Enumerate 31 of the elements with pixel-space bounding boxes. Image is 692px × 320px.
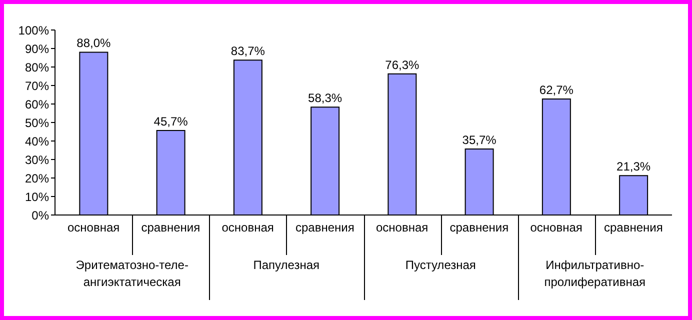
y-tick-label: 30% bbox=[24, 152, 50, 167]
x-tick-label: сравнения bbox=[296, 220, 354, 235]
x-tick-label: сравнения bbox=[141, 220, 200, 235]
x-tick-label: основная bbox=[376, 220, 428, 235]
y-tick-label: 40% bbox=[24, 134, 50, 148]
text: Пустулезная bbox=[404, 257, 477, 274]
y-tick-label: 20% bbox=[24, 171, 50, 186]
y-tick-label: 50% bbox=[24, 116, 50, 130]
data-label: 58,3% bbox=[308, 91, 342, 106]
text: Инфильтративно-пролиферативная bbox=[543, 257, 647, 291]
x-tick-label: основная bbox=[222, 220, 274, 235]
data-label: 21,3% bbox=[616, 160, 651, 174]
y-tick-label: 60% bbox=[24, 97, 50, 112]
data-label: 45,7% bbox=[154, 114, 188, 128]
x-tick-label: основная bbox=[67, 220, 120, 235]
y-tick-label: 70% bbox=[24, 78, 50, 93]
x-tick-label: основная bbox=[530, 220, 582, 235]
data-label: 83,7% bbox=[230, 44, 266, 58]
y-tick-label: 80% bbox=[24, 60, 50, 74]
text: Эритематозно-теле-ангиэктатическая bbox=[74, 257, 190, 291]
text: Папулезная bbox=[252, 257, 320, 274]
y-tick-label: 10% bbox=[24, 190, 50, 204]
x-tick-label: сравнения bbox=[450, 220, 509, 235]
y-tick-label: 100% bbox=[18, 23, 50, 38]
data-label: 35,7% bbox=[462, 132, 497, 147]
data-label: 88,0% bbox=[76, 36, 112, 50]
x-tick-label: сравнения bbox=[604, 220, 663, 235]
y-tick-label: 0% bbox=[32, 208, 50, 222]
data-label: 62,7% bbox=[539, 83, 574, 98]
data-label: 76,3% bbox=[385, 58, 420, 72]
y-tick-label: 90% bbox=[24, 42, 50, 56]
